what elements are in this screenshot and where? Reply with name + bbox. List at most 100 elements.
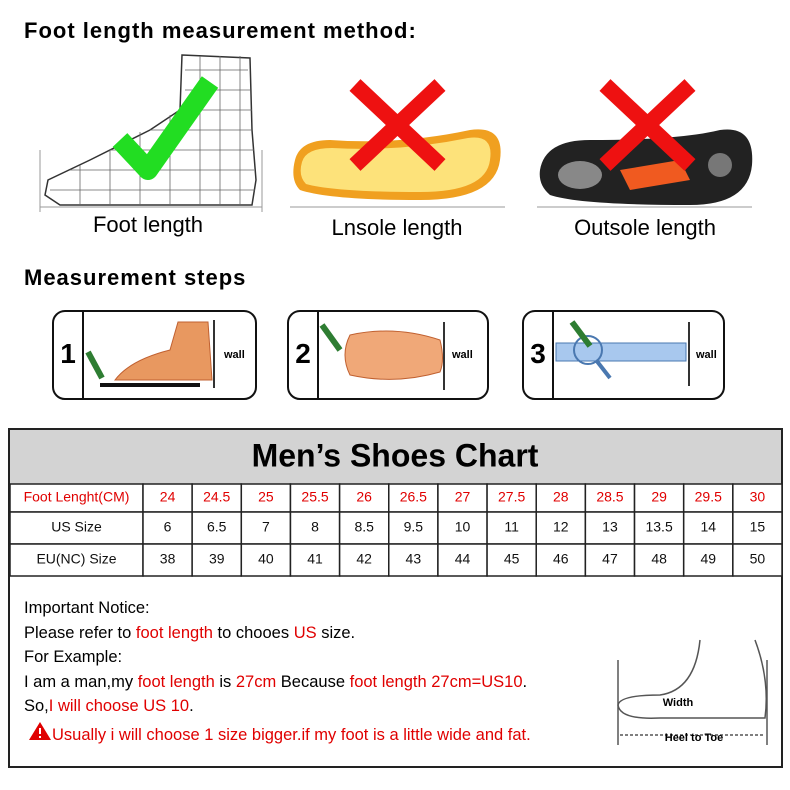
table-cell (9, 483, 144, 513)
table-cell (338, 511, 390, 545)
notice-text: . (189, 697, 194, 715)
notice-text: to chooes (212, 623, 294, 642)
cell-value: 7 (262, 519, 270, 535)
cell-value: 27 (455, 489, 471, 505)
notice-line: So,I will choose US 10. (24, 694, 531, 719)
steps-title: Measurement steps (24, 265, 246, 290)
cell-value: 45 (504, 551, 520, 567)
cell-value: 38 (160, 551, 176, 567)
cell-value: 13 (602, 519, 618, 535)
table-cell (338, 543, 390, 577)
notice-line: Please refer to foot length to chooes US… (24, 621, 531, 646)
cell-value: 27.5 (498, 489, 525, 505)
method-label: Foot length (93, 212, 203, 237)
method-label: Lnsole length (332, 215, 463, 240)
cell-value: 28 (553, 489, 569, 505)
notice-text: I am a man,my (24, 672, 138, 691)
insole-image (290, 79, 505, 208)
step-number: 1 (60, 338, 76, 369)
row-label: US Size (51, 519, 102, 535)
notice-text: I will choose US 10 (48, 697, 190, 715)
notice-text: Usually i will choose 1 size bigger.if m… (52, 725, 531, 744)
cell-value: 46 (553, 551, 569, 567)
cell-value: 11 (504, 519, 519, 535)
table-cell (289, 511, 341, 545)
table-cell (437, 543, 488, 577)
notice-line: Important Notice: (24, 596, 531, 621)
notice-text: size. (316, 623, 356, 642)
notice-text: For Example: (24, 648, 123, 666)
notice-text: So, (24, 697, 49, 715)
cell-value: 10 (455, 519, 471, 535)
cell-value: 48 (651, 551, 667, 567)
page-title: Foot length measurement method: (24, 18, 417, 43)
notice-text: is (214, 672, 236, 691)
cell-value: 13.5 (645, 519, 672, 535)
cell-value: 44 (455, 551, 471, 567)
chart-title: Men’s Shoes Chart (252, 437, 539, 473)
diagram-label: Width (663, 697, 694, 709)
step-number: 3 (530, 338, 546, 369)
table-cell (732, 511, 783, 545)
table-cell (486, 511, 537, 545)
cell-value: 30 (750, 489, 766, 505)
wall-label: wall (695, 349, 717, 361)
notice-text: US (293, 623, 317, 642)
cell-value: 14 (700, 519, 716, 535)
notice: Important Notice: Please refer to foot le… (24, 596, 531, 747)
cell-value: 50 (750, 551, 766, 567)
notice-line: Usually i will choose 1 size bigger.if m… (24, 723, 531, 748)
cell-value: 12 (553, 519, 569, 535)
cell-value: 49 (700, 551, 716, 567)
cell-value: 8 (311, 519, 319, 535)
table-cell (240, 511, 292, 545)
cell-value: 9.5 (404, 519, 424, 535)
cell-value: 39 (209, 551, 225, 567)
wall-label: wall (223, 349, 245, 361)
table-cell (682, 543, 734, 577)
cell-value: 29.5 (695, 489, 722, 505)
cell-value: 43 (406, 551, 422, 567)
notice-line: For Example: (24, 645, 531, 670)
method-label: Outsole length (574, 215, 716, 240)
table-cell (240, 543, 292, 577)
notice-text: Important Notice: (24, 599, 150, 617)
step-number: 2 (295, 338, 311, 369)
cell-value: 6 (164, 519, 172, 535)
cell-value: 29 (651, 489, 667, 505)
wall-label: wall (451, 349, 473, 361)
table-cell (732, 483, 783, 513)
table-cell (584, 511, 636, 545)
outsole-image (537, 79, 753, 208)
table-cell (633, 543, 685, 577)
table-cell (191, 511, 243, 545)
cell-value: 26 (356, 489, 372, 505)
table-cell (388, 511, 439, 545)
cell-value: 28.5 (596, 489, 623, 505)
chart-header (10, 430, 781, 484)
foot-image (39, 54, 263, 212)
table-cell (535, 543, 587, 577)
table-cell (191, 483, 243, 513)
table-cell (584, 543, 636, 577)
table-cell (142, 543, 193, 577)
cell-value: 24 (160, 489, 176, 505)
table-cell (732, 543, 783, 577)
table-cell (437, 511, 488, 545)
notice-text: Because (276, 672, 350, 691)
row-label: Foot Lenght(CM) (24, 489, 130, 505)
cell-value: 25 (258, 489, 274, 505)
notice-text: Please refer to (24, 623, 136, 642)
foot-diagram (617, 639, 768, 745)
table-cell (9, 543, 144, 577)
table-cell (486, 543, 537, 577)
cell-value: 24.5 (203, 489, 230, 505)
cell-value: 42 (356, 551, 372, 567)
notice-text: . (522, 672, 528, 691)
notice-text: foot length (135, 623, 213, 642)
cell-value: 25.5 (301, 489, 328, 505)
cell-value: 40 (258, 551, 274, 567)
row-label: EU(NC) Size (36, 551, 116, 567)
